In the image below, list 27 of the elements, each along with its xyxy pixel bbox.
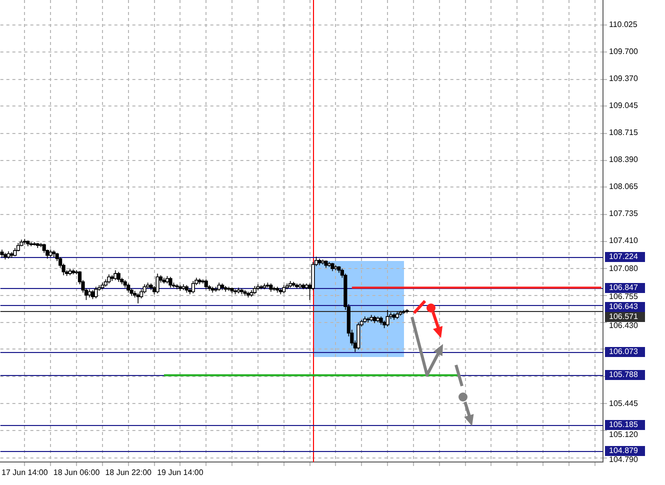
y-tick-label: 108.065 <box>609 182 638 192</box>
x-tick-label: 17 Jun 14:00 <box>2 468 48 478</box>
x-tick-label: 18 Jun 22:00 <box>105 468 152 478</box>
y-tick-label: 107.410 <box>609 236 638 246</box>
y-tick-label: 110.025 <box>609 20 638 30</box>
y-tick-label: 107.080 <box>609 264 638 274</box>
ref-line-label: 105.185 <box>609 420 638 430</box>
y-tick-label: 109.370 <box>609 74 638 84</box>
y-tick-label: 106.755 <box>609 292 638 302</box>
y-tick-label: 108.390 <box>609 155 638 164</box>
ref-line-label: 106.073 <box>609 347 638 356</box>
y-tick-label: 109.045 <box>609 101 638 110</box>
x-tick-label: 18 Jun 06:00 <box>53 468 100 478</box>
ref-line-label: 105.788 <box>609 370 638 380</box>
x-tick-label: 19 Jun 14:00 <box>157 468 204 478</box>
ref-line-label: 107.224 <box>609 252 638 262</box>
ref-line-label: 106.643 <box>609 302 638 312</box>
ref-line-label: 104.879 <box>609 446 638 456</box>
ref-line-label: 106.571 <box>609 312 638 322</box>
y-tick-label: 107.735 <box>609 209 638 218</box>
y-tick-label: 108.715 <box>609 128 638 138</box>
y-tick-label: 104.790 <box>609 455 638 464</box>
y-tick-label: 105.120 <box>609 430 638 440</box>
ref-line-label: 106.847 <box>609 283 638 292</box>
y-tick-label: 105.445 <box>609 399 638 408</box>
y-tick-label: 106.430 <box>609 321 638 330</box>
y-tick-label: 109.700 <box>609 47 638 56</box>
